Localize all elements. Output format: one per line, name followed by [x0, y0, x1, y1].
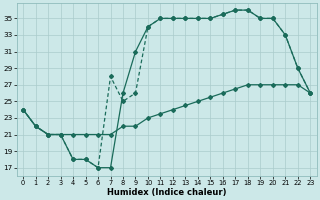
X-axis label: Humidex (Indice chaleur): Humidex (Indice chaleur): [107, 188, 227, 197]
